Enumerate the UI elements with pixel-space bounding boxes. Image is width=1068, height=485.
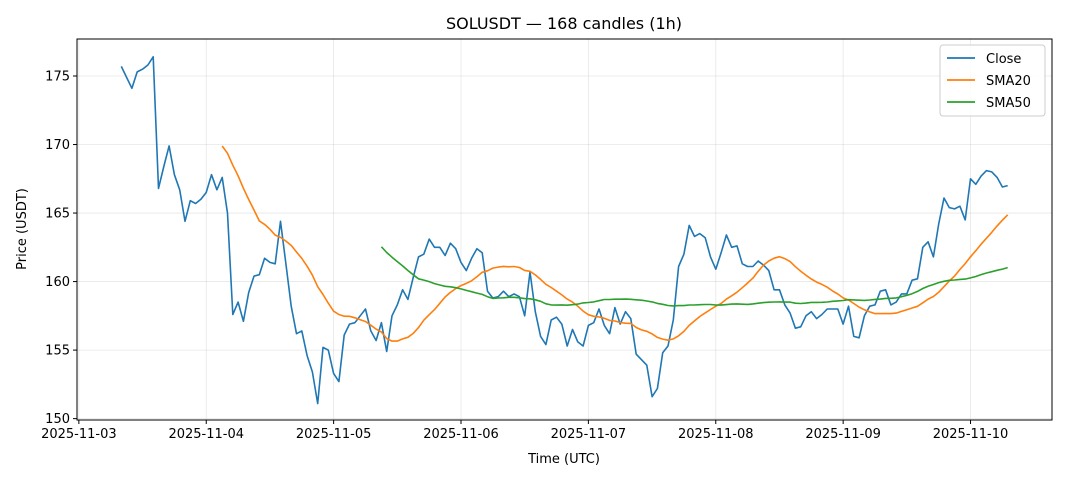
series-line-sma50	[380, 246, 1008, 307]
series-line-close	[120, 55, 1008, 405]
y-axis-label: Price (USDT)	[15, 188, 30, 270]
legend-box	[939, 44, 1046, 117]
x-tick-label: 2025-11-08	[678, 427, 754, 442]
legend-label-sma20: SMA20	[986, 74, 1031, 89]
x-tick-label: 2025-11-10	[933, 427, 1009, 442]
x-tick-label: 2025-11-05	[296, 427, 372, 442]
series-line-sma20	[221, 145, 1009, 342]
grid	[77, 39, 1052, 420]
chart-title: SOLUSDT — 168 candles (1h)	[446, 14, 682, 33]
x-tick-label: 2025-11-09	[805, 427, 881, 442]
legend: Close SMA20 SMA50	[939, 44, 1046, 117]
x-tick-label: 2025-11-03	[41, 427, 117, 442]
x-tick-label: 2025-11-04	[168, 427, 244, 442]
legend-label-close: Close	[986, 52, 1021, 67]
plot-frame	[76, 38, 1053, 421]
y-tick-label: 150	[45, 412, 70, 427]
y-tick-label: 170	[45, 138, 70, 153]
y-tick-label: 165	[45, 207, 70, 222]
legend-label-sma50: SMA50	[986, 96, 1031, 111]
x-tick-label: 2025-11-06	[423, 427, 499, 442]
y-tick-label: 155	[45, 344, 70, 359]
series-lines	[120, 55, 1009, 405]
x-tick-label: 2025-11-07	[551, 427, 627, 442]
y-tick-label: 175	[45, 70, 70, 85]
y-tick-label: 160	[45, 275, 70, 290]
axis-ticks: 2025-11-03 2025-11-04 2025-11-05 2025-11-06…	[41, 70, 1008, 442]
x-axis-label: Time (UTC)	[527, 452, 600, 467]
